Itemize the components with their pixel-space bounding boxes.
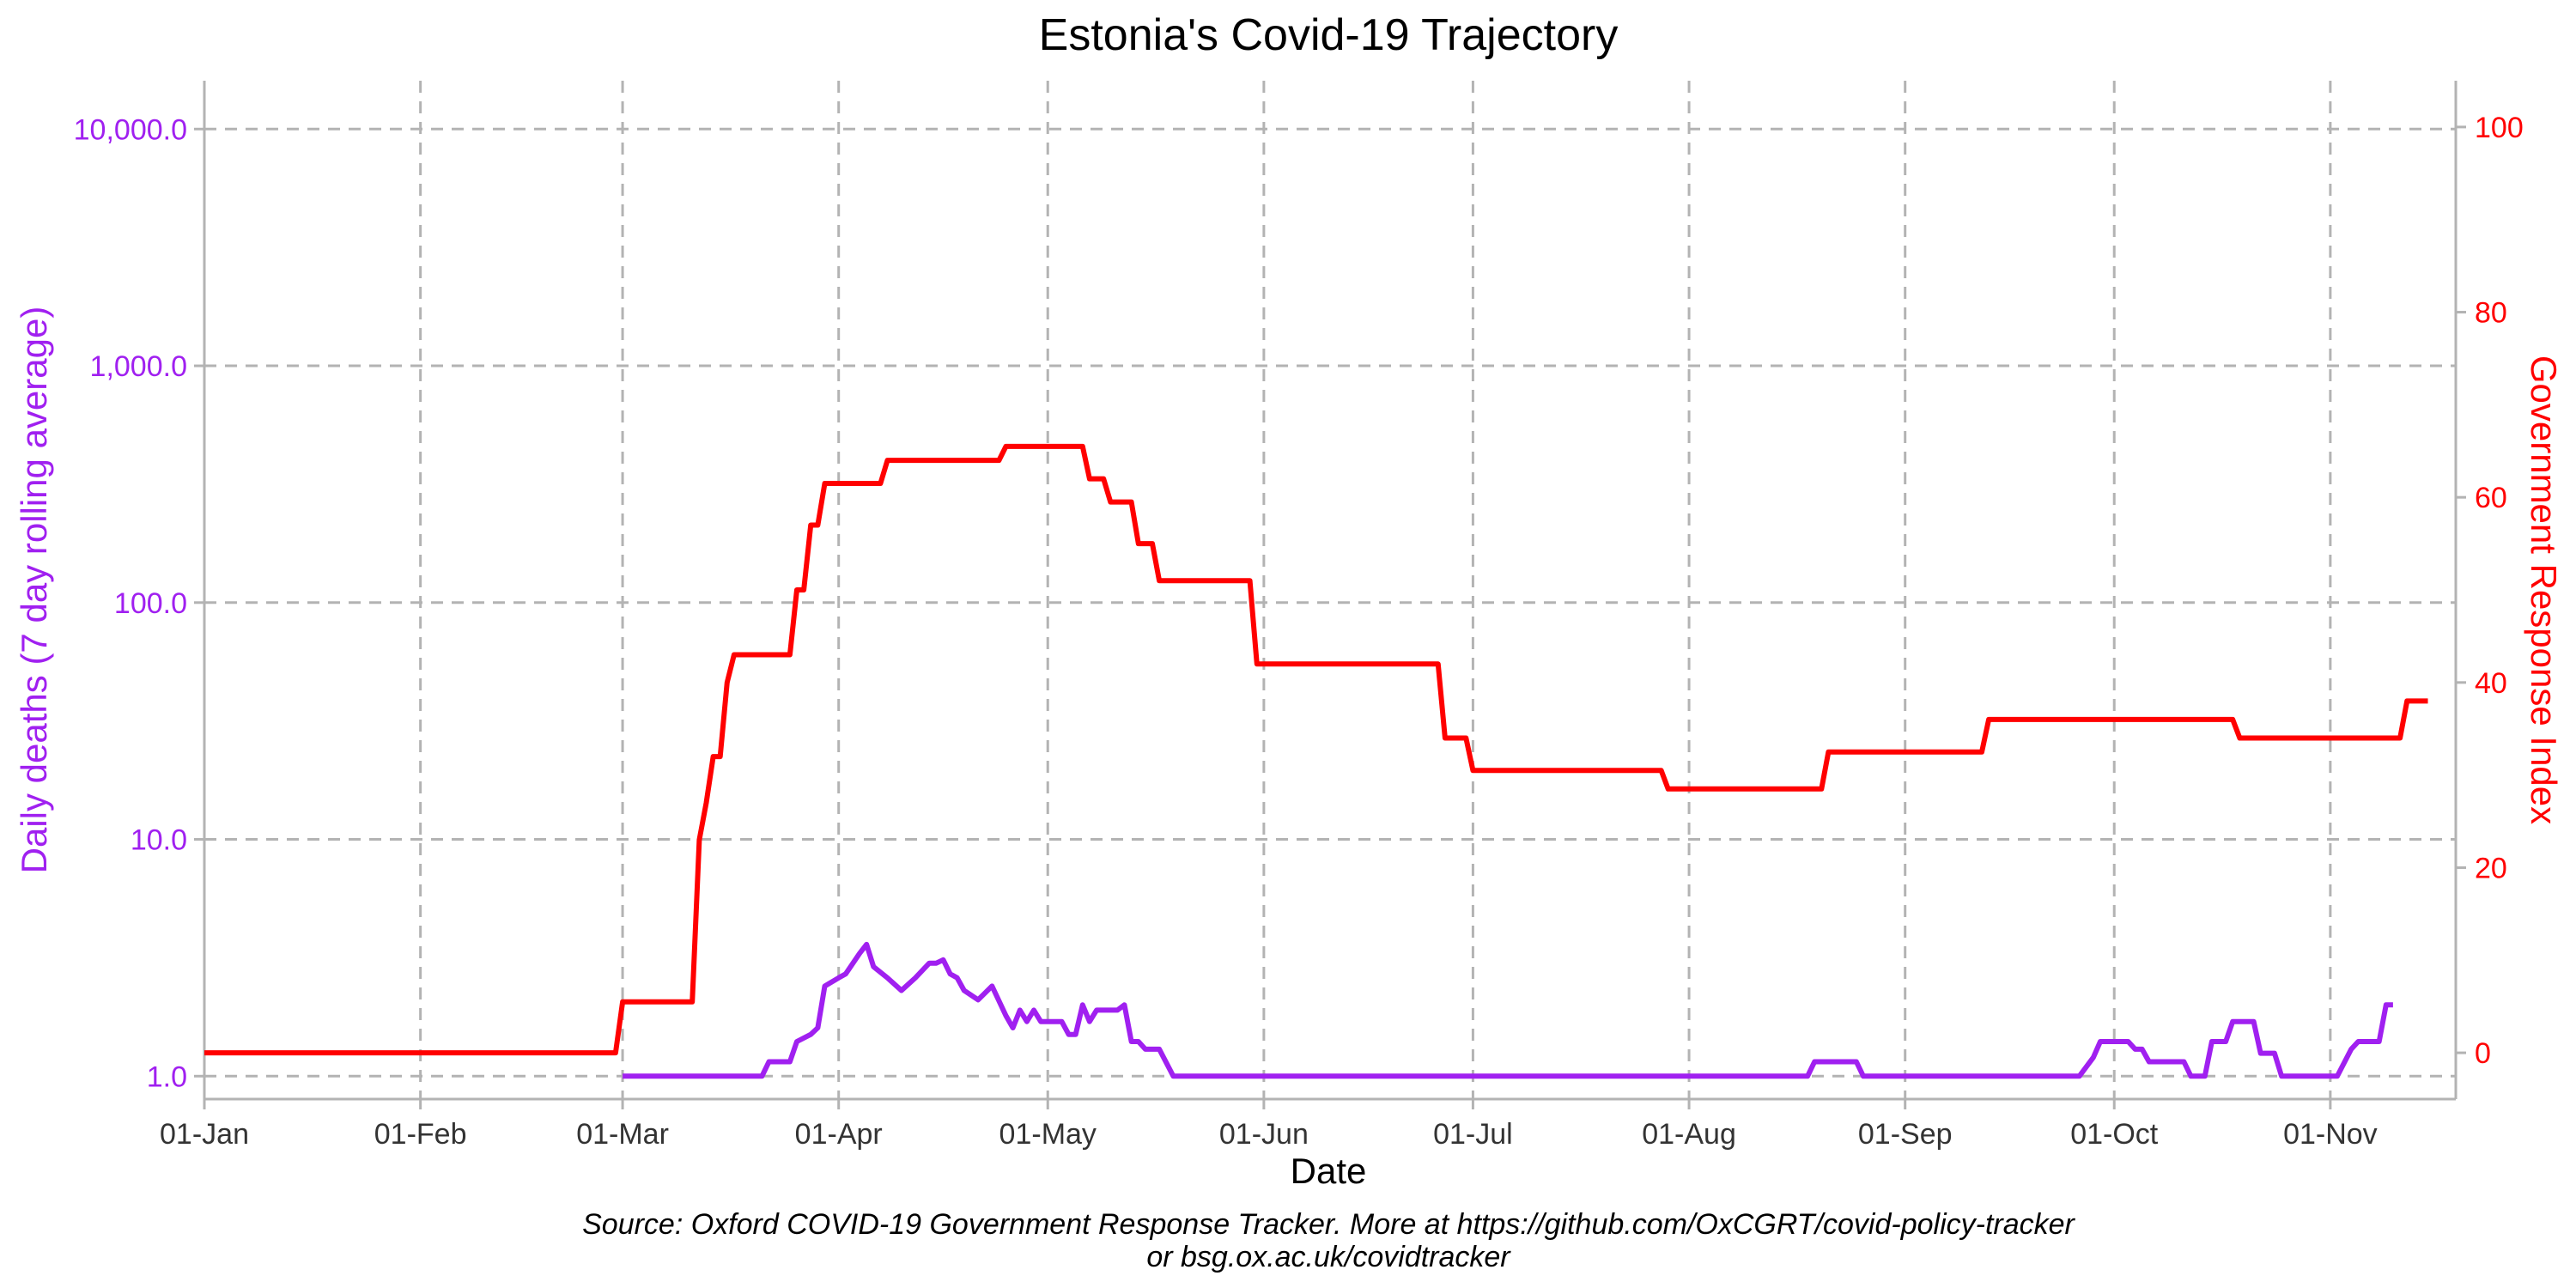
y-left-tick-label: 10,000.0 [74,113,187,146]
deaths-series-line [623,941,2393,1079]
x-axis-label: Date [1291,1151,1367,1191]
series-layer [204,443,2428,1079]
x-tick-label: 01-Nov [2283,1118,2378,1151]
x-tick-label: 01-Mar [576,1118,669,1151]
source-caption-line1: Source: Oxford COVID-19 Government Respo… [582,1208,2075,1241]
y-right-tick-label: 80 [2475,297,2507,330]
x-tick-label: 01-Sep [1858,1118,1953,1151]
label-layer: Estonia's Covid-19 Trajectory Date Daily… [14,10,2564,1273]
chart-title: Estonia's Covid-19 Trajectory [1039,10,1619,60]
x-tick-label: 01-Aug [1642,1118,1736,1151]
axis-layer: 01-Jan 01-Feb 01-Mar 01-Apr 01-May 01-Jun 01-J… [74,81,2524,1151]
y-axis-left-label: Daily deaths (7 day rolling average) [14,307,54,874]
response-index-series-line [204,443,2428,1056]
x-tick-label: 01-May [999,1118,1097,1151]
x-tick-label: 01-Jun [1219,1118,1309,1151]
y-right-tick-label: 0 [2475,1037,2491,1070]
x-tick-label: 01-Jan [160,1118,249,1151]
y-right-tick-label: 40 [2475,667,2507,700]
y-left-tick-label: 1,000.0 [90,350,187,383]
y-right-tick-label: 60 [2475,482,2507,514]
y-left-tick-label: 10.0 [131,824,187,857]
y-right-tick-label: 20 [2475,852,2507,884]
y-left-tick-label: 1.0 [147,1060,187,1093]
x-tick-label: 01-Jul [1433,1118,1513,1151]
y-right-tick-label: 100 [2475,112,2524,144]
x-tick-label: 01-Apr [795,1118,883,1151]
x-tick-label: 01-Oct [2070,1118,2159,1151]
grid-layer [203,81,2456,1099]
source-caption-line2: or bsg.ox.ac.uk/covidtracker [1146,1241,1511,1273]
y-axis-right-label: Government Response Index [2524,355,2564,824]
y-left-tick-label: 100.0 [114,587,187,620]
x-tick-label: 01-Feb [374,1118,467,1151]
